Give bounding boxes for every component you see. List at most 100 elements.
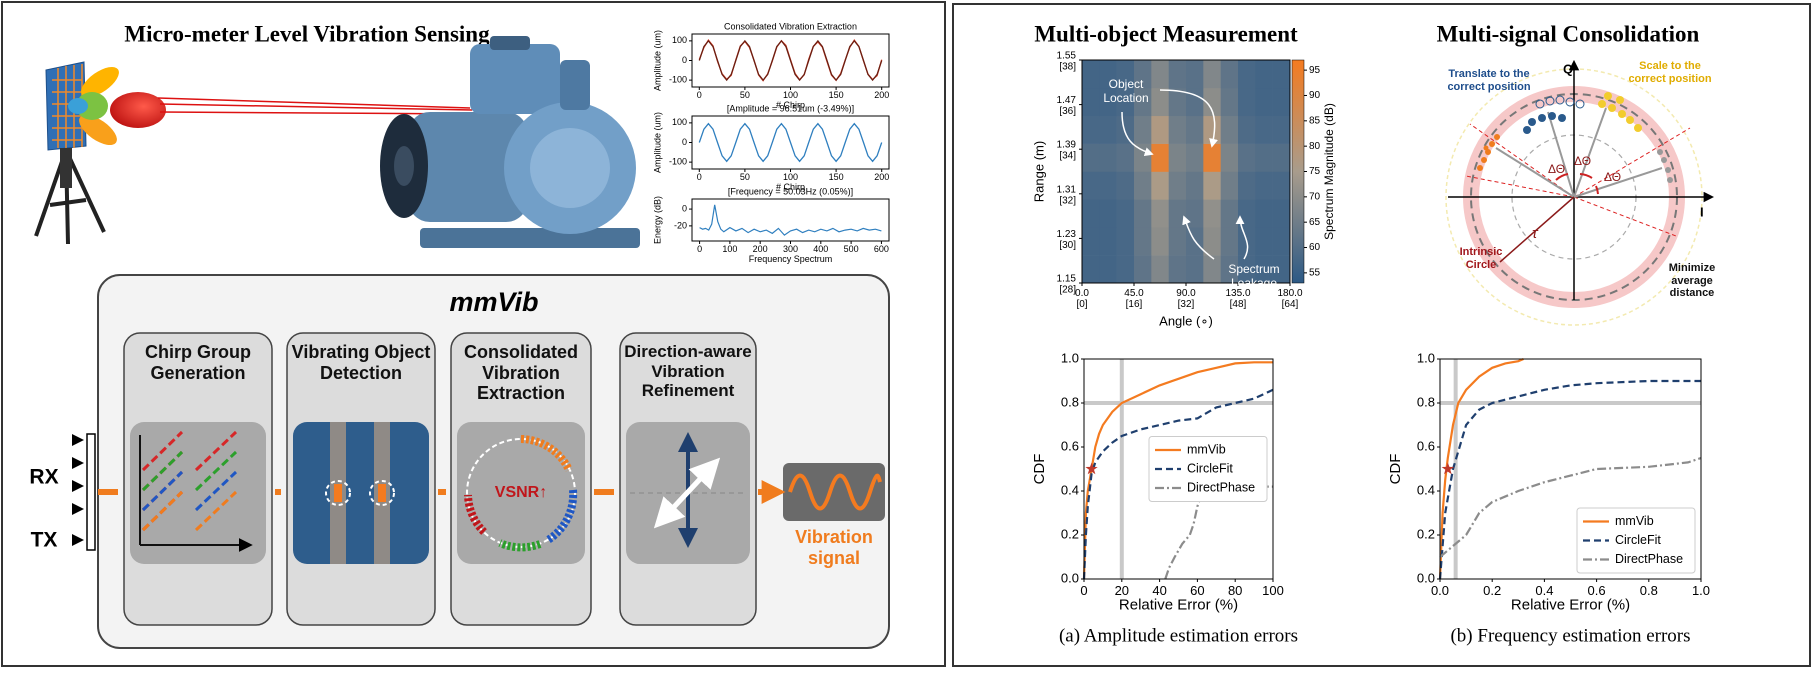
heat-cell <box>1082 255 1100 284</box>
stage-label: Consolidated Vibration Extraction <box>463 342 578 404</box>
heat-cell <box>1203 60 1221 89</box>
legend-label: mmVib <box>1187 442 1226 456</box>
y-tick-label: 0 <box>682 203 687 213</box>
series-line <box>1439 456 1702 558</box>
heat-cell <box>1082 227 1100 256</box>
x-tick-label: 0.2 <box>1483 583 1501 598</box>
heat-cell <box>1099 199 1117 228</box>
heat-cell <box>1203 227 1221 256</box>
x-tick-label: 40 <box>1152 583 1166 598</box>
star-marker <box>1441 462 1454 475</box>
right-panel <box>952 3 1811 667</box>
y-tick-label: 1.15 [28] <box>1057 273 1077 295</box>
heat-cell <box>1220 60 1239 89</box>
x-axis-label: # Chirp <box>776 100 805 110</box>
heat-cell <box>1099 171 1117 200</box>
heat-cell <box>1255 87 1273 117</box>
heat-cell <box>1151 255 1169 284</box>
heat-cell <box>1134 143 1152 172</box>
y-tick-label: 1.23 [30] <box>1057 229 1077 251</box>
heat-cell <box>1203 87 1221 117</box>
heat-cell <box>1151 143 1169 172</box>
heat-cell <box>1186 115 1204 144</box>
heat-cell <box>1099 87 1117 117</box>
legend-box <box>1576 507 1696 574</box>
heat-cell <box>1220 227 1239 256</box>
heat-cell <box>1255 115 1273 144</box>
caption: (b) Frequency estimation errors <box>1450 625 1690 646</box>
y-tick-label: -20 <box>674 220 687 230</box>
heat-cell <box>1151 171 1169 200</box>
heat-cell <box>1220 115 1239 144</box>
x-tick-label: 100 <box>1262 583 1284 598</box>
heat-cell <box>1082 171 1100 200</box>
x-tick-label: 300 <box>783 244 798 254</box>
y-tick-label: 0.4 <box>1061 482 1079 497</box>
heat-cell <box>1116 255 1135 284</box>
heat-cell <box>1272 143 1291 172</box>
left-title: Micro-meter Level Vibration Sensing <box>124 21 490 46</box>
heat-cell <box>1082 143 1100 172</box>
scale-note: Scale to the correct position <box>1628 60 1712 85</box>
x-axis-label: # Chirp <box>776 182 805 192</box>
heat-cell <box>1220 255 1239 284</box>
x-tick-label: 500 <box>844 244 859 254</box>
x-tick-label: 400 <box>813 244 828 254</box>
x-tick-label: 100 <box>783 90 798 100</box>
radar-illustration <box>34 61 473 245</box>
x-axis-label: Relative Error (%) <box>1119 597 1238 614</box>
annotation: Spectrum Leakage <box>1228 262 1280 290</box>
heat-cell <box>1186 87 1204 117</box>
rx-label: RX <box>29 466 58 489</box>
x-tick-label: 0.0 [0] <box>1075 288 1089 310</box>
heat-cell <box>1203 171 1221 200</box>
x-axis-label: Relative Error (%) <box>1511 597 1630 614</box>
heat-cell <box>1186 143 1204 172</box>
x-tick-label: 600 <box>874 244 889 254</box>
colorbar-tick-label: 95 <box>1309 65 1321 76</box>
x-tick-label: 150 <box>829 90 844 100</box>
colorbar-tick-label: 90 <box>1309 90 1321 101</box>
heat-cell <box>1220 87 1239 117</box>
y-tick-label: 0.8 <box>1417 394 1435 409</box>
x-tick-label: 1.0 <box>1692 583 1710 598</box>
heat-cell <box>1272 171 1291 200</box>
chart-title: Consolidated Vibration Extraction <box>724 22 857 32</box>
y-tick-label: 0.0 <box>1417 570 1435 585</box>
y-tick-label: 0 <box>682 55 687 65</box>
heat-cell <box>1255 255 1273 284</box>
heat-cell <box>1272 199 1291 228</box>
annotation-arrow <box>1121 111 1154 156</box>
plot-frame <box>691 198 890 242</box>
heat-cell <box>1168 199 1187 228</box>
series-line <box>698 122 883 163</box>
heat-cell <box>1203 199 1221 228</box>
colorbar-tick-label: 60 <box>1309 242 1321 253</box>
heat-cell <box>1186 60 1204 89</box>
heat-cell <box>1168 143 1187 172</box>
y-axis-label: Amplitude (um) <box>652 30 662 91</box>
heat-cell <box>1220 143 1239 172</box>
heat-cell <box>1255 199 1273 228</box>
y-tick-label: 0.2 <box>1417 526 1435 541</box>
y-tick-label: 100 <box>672 35 687 45</box>
translate-note: Translate to the correct position <box>1447 68 1531 93</box>
y-tick-label: 0.6 <box>1061 438 1079 453</box>
heat-cell <box>1116 143 1135 172</box>
y-tick-label: 1.39 [34] <box>1057 139 1077 161</box>
stage-label: Direction-aware Vibration Refinement <box>624 342 752 401</box>
heat-cell <box>1116 60 1135 89</box>
x-tick-label: 80 <box>1228 583 1242 598</box>
legend-label: CircleFit <box>1187 461 1233 475</box>
x-tick-label: 45.0 [16] <box>1124 288 1144 310</box>
y-axis-label: Amplitude (um) <box>652 112 662 173</box>
heat-cell <box>1116 171 1135 200</box>
vsnr-label: VSNR↑ <box>495 484 547 501</box>
x-tick-label: 135.0 [48] <box>1225 288 1250 310</box>
y-tick-label: 1.0 <box>1061 350 1079 365</box>
colorbar-tick-label: 70 <box>1309 191 1321 202</box>
heat-cell <box>1203 255 1221 284</box>
heat-cell <box>1151 115 1169 144</box>
heat-cell <box>1220 171 1239 200</box>
heat-cell <box>1272 115 1291 144</box>
